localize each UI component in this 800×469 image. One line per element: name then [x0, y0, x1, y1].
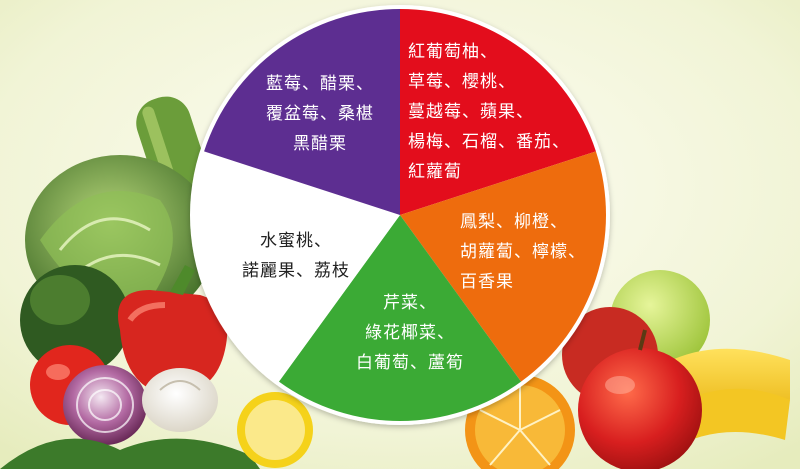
segment-label-line: 楊梅、石榴、番茄、 [408, 132, 570, 152]
pie-segment-orange [400, 151, 606, 382]
segment-label-red: 紅葡萄柚、草莓、櫻桃、蔓越莓、蘋果、楊梅、石榴、番茄、紅蘿蔔 [408, 42, 570, 182]
pie-segment-red [400, 9, 596, 215]
segment-label-line: 覆盆莓、桑椹 [266, 104, 374, 124]
segment-label-line: 百香果 [460, 272, 514, 292]
segment-label-line: 黑醋栗 [293, 134, 347, 154]
segment-label-line: 芹菜、 [383, 293, 437, 313]
segment-label-orange: 鳳梨、柳橙、胡蘿蔔、檸檬、百香果 [460, 212, 586, 292]
pie-segment-purple [204, 9, 400, 215]
color-pie [190, 5, 610, 425]
segment-label-line: 草莓、櫻桃、 [408, 71, 516, 92]
segment-label-line: 水蜜桃、 [260, 231, 332, 251]
segment-label-purple: 藍莓、醋栗、覆盆莓、桑椹黑醋栗 [266, 74, 374, 154]
segment-label-green: 芹菜、綠花椰菜、白葡萄、蘆筍 [356, 293, 464, 373]
segment-label-white: 水蜜桃、諾麗果、荔枝 [242, 231, 350, 281]
segment-label-line: 鳳梨、柳橙、 [460, 212, 568, 232]
pie-labels: 紅葡萄柚、草莓、櫻桃、蔓越莓、蘋果、楊梅、石榴、番茄、紅蘿蔔鳳梨、柳橙、胡蘿蔔、… [242, 42, 586, 373]
pie-segment-green [278, 215, 522, 421]
segment-label-line: 紅蘿蔔 [408, 162, 462, 182]
segment-label-line: 藍莓、醋栗、 [266, 74, 374, 94]
segment-label-line: 白葡萄、蘆筍 [356, 353, 464, 373]
segment-label-line: 胡蘿蔔、檸檬、 [460, 242, 586, 262]
segment-label-line: 諾麗果、荔枝 [242, 261, 350, 281]
left-produce-illustration [0, 96, 260, 469]
segment-label-line: 綠花椰菜、 [365, 323, 455, 343]
segment-label-line: 蔓越莓、蘋果、 [408, 102, 534, 122]
right-produce-illustration [237, 270, 790, 469]
segment-label-line: 紅葡萄柚、 [408, 42, 498, 62]
pie-segment-white [194, 151, 400, 382]
